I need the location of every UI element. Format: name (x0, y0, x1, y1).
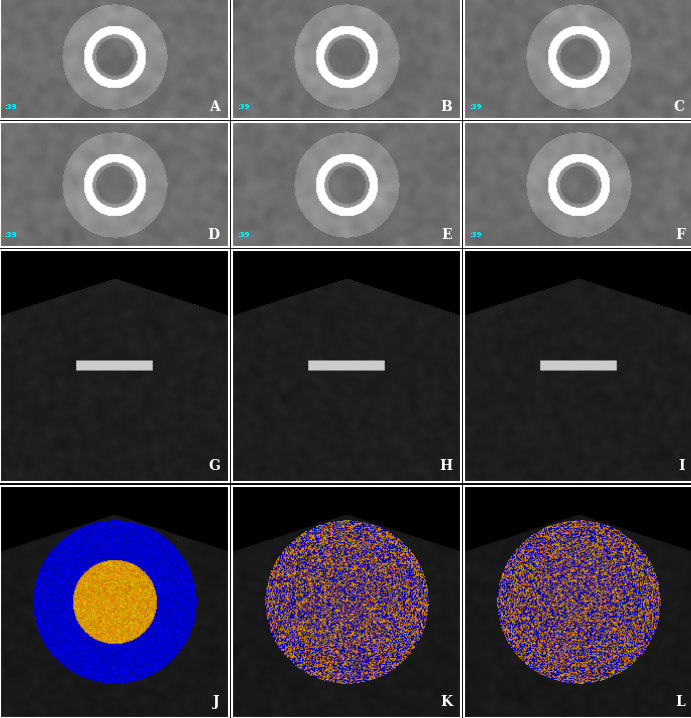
Text: G: G (208, 460, 220, 473)
Text: F: F (675, 228, 685, 242)
Text: I: I (679, 460, 685, 473)
Text: :39: :39 (5, 104, 17, 111)
Text: B: B (440, 101, 452, 114)
Text: L: L (675, 695, 685, 709)
Text: :39: :39 (237, 232, 249, 238)
Text: E: E (442, 228, 452, 242)
Text: :39: :39 (237, 104, 249, 111)
Text: :39: :39 (469, 104, 482, 111)
Text: D: D (208, 228, 220, 242)
Text: J: J (214, 695, 220, 709)
Text: :39: :39 (469, 232, 482, 238)
Text: H: H (439, 460, 452, 473)
Text: A: A (209, 101, 220, 114)
Text: K: K (440, 695, 452, 709)
Text: :39: :39 (5, 232, 17, 238)
Text: C: C (674, 101, 685, 114)
